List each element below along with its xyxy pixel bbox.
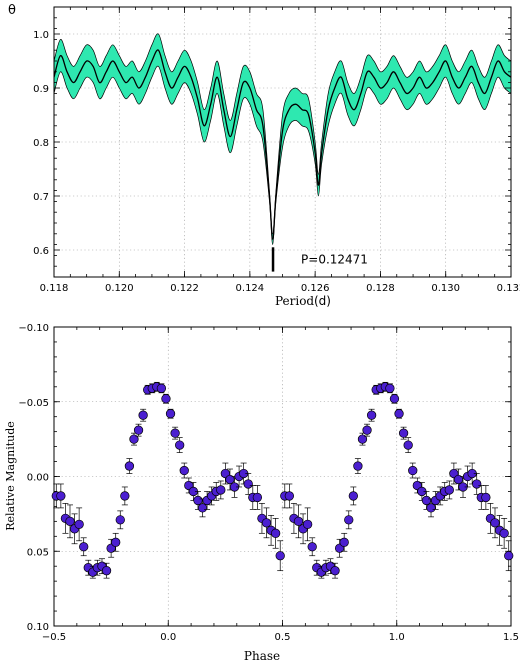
data-point xyxy=(65,516,75,526)
phase-xtick-label: 0.0 xyxy=(160,632,176,643)
data-point xyxy=(472,479,482,489)
data-point xyxy=(161,394,171,404)
periodogram-xtick-label: 0.128 xyxy=(366,283,395,294)
phase-ytick-label: 0.10 xyxy=(27,622,49,633)
data-point xyxy=(389,394,400,404)
periodogram-ticks: 0.118 0.120 0.122 0.124 0.126 0.128 0.130 0.132… xyxy=(33,6,520,294)
phase-ytick-label: −0.05 xyxy=(18,398,49,409)
phase-grid xyxy=(54,327,511,626)
phase-xlabel: Phase xyxy=(244,649,280,663)
data-point xyxy=(115,515,125,525)
data-point xyxy=(243,479,253,489)
data-point xyxy=(252,492,263,503)
data-point xyxy=(394,409,404,419)
data-point xyxy=(348,491,358,501)
data-point xyxy=(74,519,84,529)
data-point xyxy=(133,425,144,435)
data-point xyxy=(385,383,395,393)
periodogram-ylabel: θ xyxy=(8,3,16,18)
data-point xyxy=(138,410,148,420)
data-point xyxy=(403,440,413,450)
phase-ytick-label: 0.00 xyxy=(27,473,49,484)
data-point xyxy=(353,461,363,471)
periodogram-panel: 0.118 0.120 0.122 0.124 0.126 0.128 0.130 0.132… xyxy=(8,3,520,308)
phase-xtick-label: 0.5 xyxy=(275,632,291,643)
data-point xyxy=(56,491,66,501)
periodogram-curve xyxy=(54,49,511,240)
data-point xyxy=(79,542,89,552)
data-point xyxy=(398,428,409,438)
periodogram-xtick-label: 0.126 xyxy=(301,283,330,294)
periodogram-xtick-label: 0.132 xyxy=(497,283,520,294)
periodogram-xlabel: Period xyxy=(275,294,314,308)
data-point xyxy=(216,485,226,495)
data-point xyxy=(302,519,313,529)
periodogram-xtick-label: 0.124 xyxy=(236,283,265,294)
periodogram-xtick-label: 0.120 xyxy=(105,283,134,294)
periodogram-ytick-label: 0.9 xyxy=(33,84,49,95)
phase-ylabel: Relative Magnitude xyxy=(4,421,17,531)
data-point xyxy=(193,495,203,506)
periodogram-ytick-label: 0.7 xyxy=(33,192,49,203)
data-point xyxy=(156,383,167,393)
data-point xyxy=(129,434,139,444)
data-point xyxy=(165,409,176,419)
phase-ytick-label: 0.05 xyxy=(27,547,49,558)
data-point xyxy=(344,515,354,525)
data-point xyxy=(120,491,130,501)
data-point xyxy=(408,465,418,476)
data-point xyxy=(307,542,317,552)
periodogram-xtick-label: 0.122 xyxy=(170,283,199,294)
phase-ticks: −0.5 0.0 0.5 1.0 1.5 −0.10 −0.05 0.00 0.05 0.10 xyxy=(18,323,519,643)
data-point xyxy=(111,537,121,547)
data-point xyxy=(426,503,436,513)
phase-panel: −0.5 0.0 0.5 1.0 1.5 −0.10 −0.05 0.00 0.05 0.10 P… xyxy=(4,323,519,663)
data-point xyxy=(284,491,295,501)
data-point xyxy=(275,551,285,561)
data-point xyxy=(357,434,368,444)
phase-xtick-label: 1.0 xyxy=(389,632,405,643)
period-annotation: P=0.12471 xyxy=(301,253,368,267)
phase-xtick-label: 1.5 xyxy=(503,632,519,643)
data-point xyxy=(170,428,180,438)
periodogram-xtick-label: 0.130 xyxy=(431,283,460,294)
data-point xyxy=(330,566,340,576)
periodogram-xunit: (d) xyxy=(314,294,331,308)
data-point xyxy=(175,440,185,450)
data-point xyxy=(270,528,281,538)
data-point xyxy=(490,518,500,528)
data-point xyxy=(444,485,454,495)
periodogram-ytick-label: 0.8 xyxy=(33,138,49,149)
data-point xyxy=(362,425,372,435)
periodogram-ytick-label: 0.6 xyxy=(33,246,49,257)
data-point xyxy=(124,461,135,471)
phase-points xyxy=(51,381,514,579)
data-point xyxy=(261,518,272,528)
periodogram-xtick-label: 0.118 xyxy=(40,283,69,294)
data-point xyxy=(101,566,112,576)
data-point xyxy=(366,410,377,420)
data-point xyxy=(197,503,208,513)
phase-xtick-label: −0.5 xyxy=(42,632,66,643)
data-point xyxy=(421,495,432,506)
data-point xyxy=(481,492,491,503)
phase-ytick-label: −0.10 xyxy=(18,323,49,334)
periodogram-ytick-label: 1.0 xyxy=(33,30,49,41)
data-point xyxy=(499,528,509,538)
data-point xyxy=(339,537,349,547)
data-point xyxy=(504,551,514,561)
data-point xyxy=(293,516,304,526)
data-point xyxy=(179,465,189,476)
